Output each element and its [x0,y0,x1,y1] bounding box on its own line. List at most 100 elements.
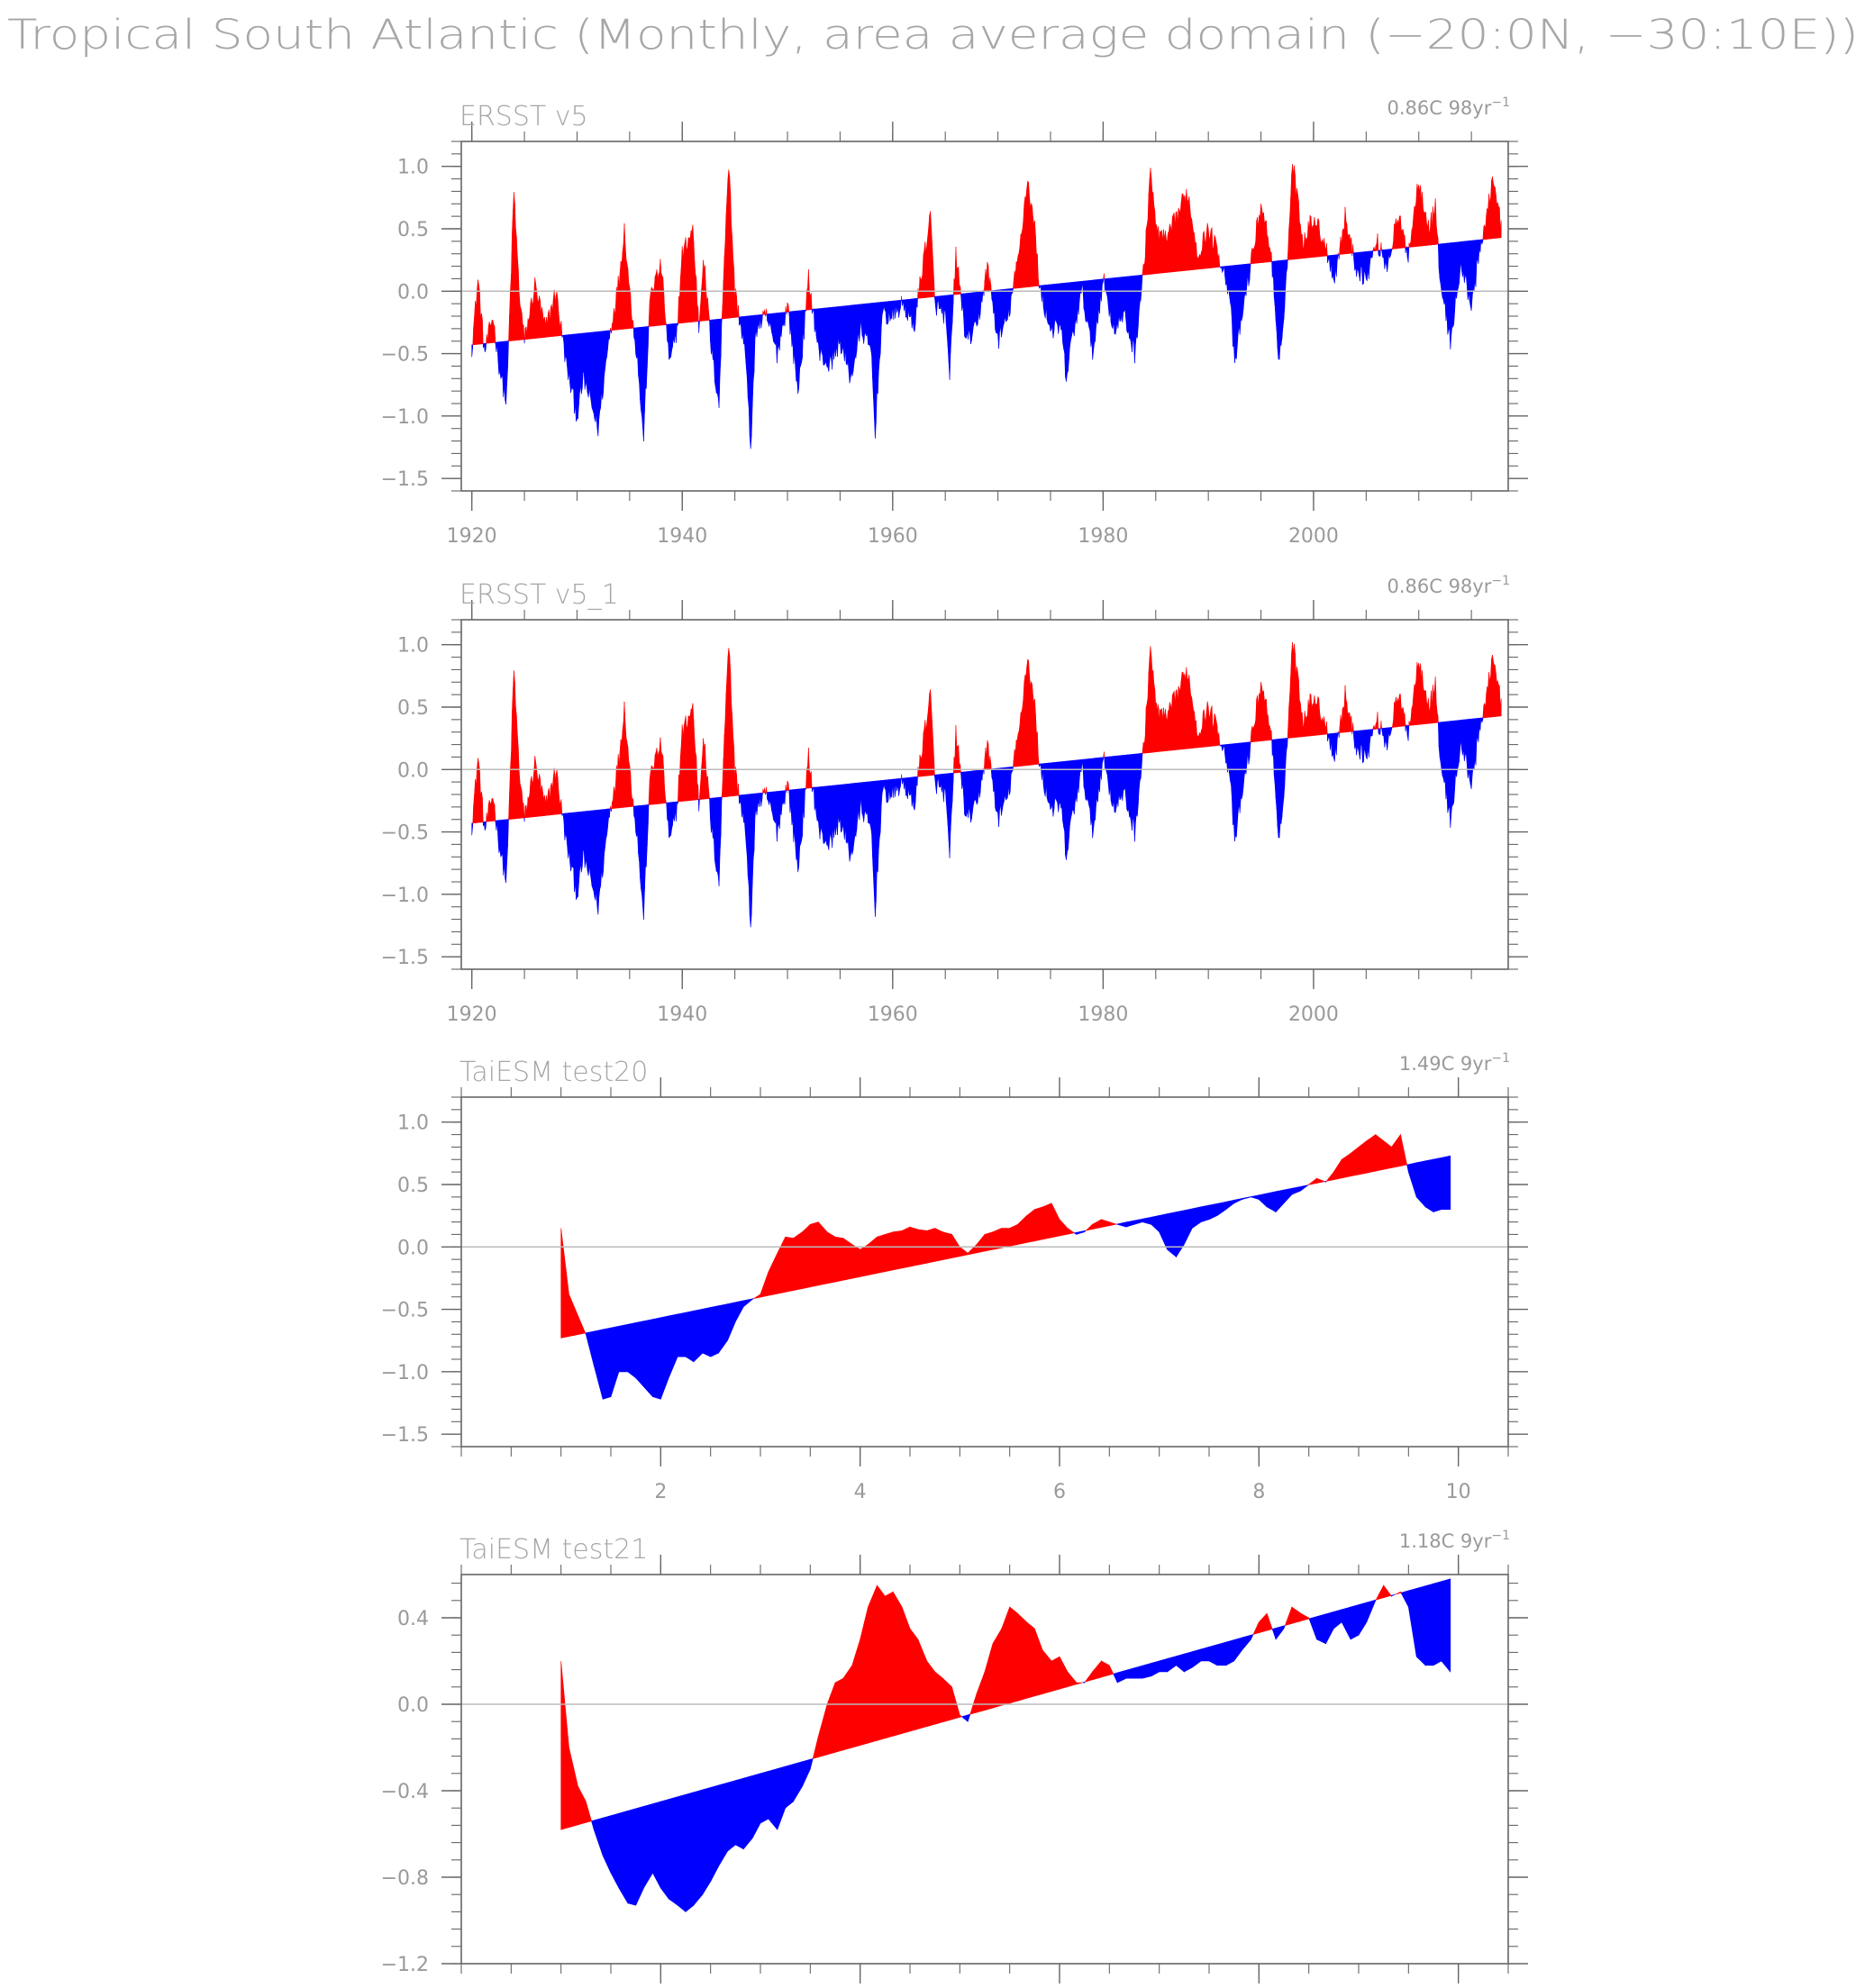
panel-subtitle: TaiESM test21 [459,1534,648,1566]
area-above-trend [842,1664,853,1751]
area-below-trend [784,312,787,327]
y-tick-label: −0.5 [381,1300,429,1322]
area-above-trend [1051,1203,1060,1239]
area-above-trend [960,1714,963,1718]
area-above-trend [810,293,813,310]
area-below-trend [802,1758,811,1787]
area-above-trend [860,1243,869,1277]
y-tick-label: −0.8 [381,1867,429,1890]
area-above-trend [1042,1649,1052,1694]
area-above-trend [1092,1660,1102,1681]
area-below-trend [1208,1203,1218,1221]
area-below-trend [1325,1611,1334,1644]
area-below-trend [1167,1656,1177,1673]
area-above-trend [1499,220,1502,239]
area-above-trend [1380,721,1382,730]
area-above-trend [1001,1606,1010,1706]
area-below-trend [1433,1157,1442,1212]
area-above-trend [1038,278,1040,286]
area-above-trend [892,1591,903,1737]
area-below-trend [793,1761,803,1803]
area-above-trend [868,1236,878,1275]
area-below-trend [718,1303,728,1355]
area-above-trend [1051,1656,1060,1692]
area-below-trend [1184,1208,1193,1245]
area-below-trend [960,1714,969,1722]
area-above-trend [1375,1584,1384,1601]
area-above-trend [826,1682,836,1756]
area-below-trend [652,1801,661,1889]
area-below-trend [761,313,763,322]
trend-label: 0.86C 98yr−1 [1387,95,1510,119]
area-below-trend [1408,1588,1417,1657]
area-above-trend [926,1660,935,1728]
area-above-trend [768,1253,778,1296]
area-below-trend [1400,1590,1409,1608]
area-below-trend [1113,1672,1118,1684]
area-above-trend [1092,1219,1102,1230]
area-below-trend [761,792,763,800]
area-below-trend [751,1298,754,1301]
chart-panel-1: 1.0 0.5 0.0 −0.5 −1.0 −1.5 1920 1940 1960 1980 200… [381,95,1528,548]
area-below-trend [1283,1625,1286,1629]
area-above-trend [569,1294,578,1337]
area-above-trend [802,1223,811,1289]
area-below-trend [1441,1578,1451,1673]
area-above-trend [884,1231,894,1273]
area-below-trend [1242,1634,1251,1651]
area-above-trend [1284,1606,1293,1627]
y-tick-label: −1.0 [381,1362,429,1384]
area-above-trend [569,1747,578,1829]
y-tick-label: 0.0 [397,1237,429,1259]
area-below-trend [1391,249,1393,251]
trend-unit-superscript: −1 [1491,95,1510,110]
area-below-trend [1216,1641,1227,1666]
area-above-trend [967,1243,978,1256]
x-tick-label: 2000 [1288,525,1339,548]
area-below-trend [1208,1644,1218,1666]
area-above-trend [1009,1606,1018,1704]
area-below-trend [643,1319,653,1398]
area-above-trend [951,1233,960,1258]
area-above-trend [1017,1612,1027,1702]
area-above-trend [785,785,787,791]
area-above-trend [785,306,787,313]
area-above-trend [482,319,484,345]
area-below-trend [1271,1628,1277,1640]
trend-label: 1.18C 9yr−1 [1399,1529,1510,1552]
area-above-trend [665,322,667,325]
area-above-trend [960,764,961,773]
area-above-trend [560,321,563,336]
area-below-trend [652,1317,661,1400]
area-below-trend [1424,1583,1434,1666]
area-above-trend [860,1606,869,1746]
area-below-trend [1142,1663,1152,1679]
area-above-trend [523,325,525,340]
area-above-trend [1308,1177,1317,1185]
area-below-trend [1266,1191,1277,1213]
anomaly-fill [560,1133,1451,1400]
area-below-trend [1341,1606,1351,1640]
area-below-trend [784,790,787,805]
area-above-trend [1350,1146,1360,1177]
area-above-trend [1383,1584,1392,1599]
area-below-trend [1308,1616,1317,1640]
area-above-trend [787,783,790,791]
area-below-trend [710,1784,719,1882]
area-below-trend [1142,1216,1152,1225]
x-tick-label: 6 [1053,1481,1066,1503]
area-below-trend [1251,1194,1260,1201]
area-below-trend [981,769,984,781]
area-above-trend [1076,1682,1083,1685]
area-below-trend [1415,1585,1426,1666]
area-below-trend [1479,717,1482,731]
area-below-trend [1350,1604,1360,1640]
panel-subtitle: TaiESM test20 [459,1057,648,1088]
area-above-trend [753,1294,761,1299]
area-above-trend [884,1591,894,1739]
area-above-trend [1391,1133,1401,1168]
area-above-trend [1300,1612,1309,1621]
y-tick-label: −1.5 [381,468,429,491]
area-below-trend [1251,1634,1254,1640]
area-above-trend [934,1228,943,1262]
